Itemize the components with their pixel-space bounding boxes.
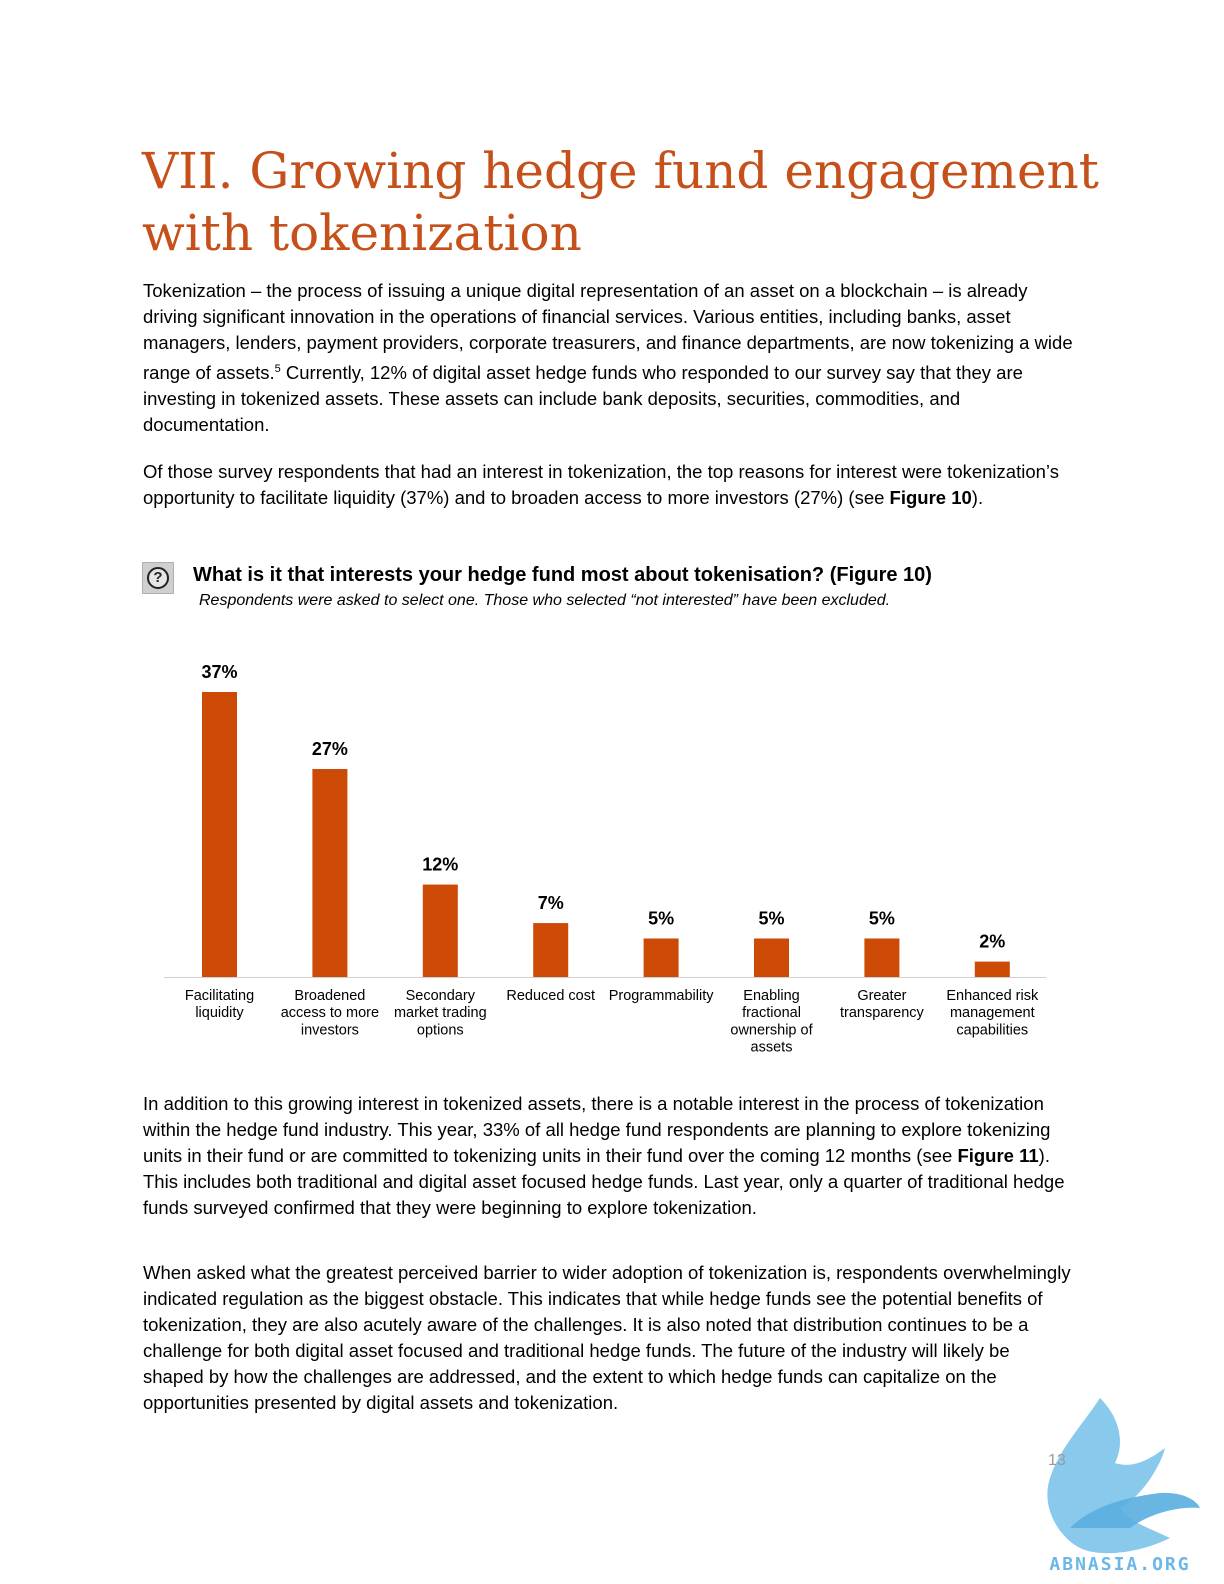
bar-1 (312, 769, 348, 977)
bar-4 (643, 938, 679, 977)
data-label-6: 5% (869, 908, 895, 928)
category-label-3: Reduced cost (506, 988, 595, 1004)
intro-paragraph-1: Tokenization – the process of issuing a … (143, 278, 1073, 438)
category-label-4: Programmability (609, 988, 714, 1004)
category-label-2: Secondary market trading options (394, 988, 487, 1038)
category-label-6: Greater transparency (840, 988, 925, 1021)
intro-paragraph-2: Of those survey respondents that had an … (143, 459, 1073, 511)
bar-5 (754, 938, 789, 977)
question-icon-glyph: ? (153, 569, 163, 586)
body-paragraph-3-text-a: In addition to this growing interest in … (143, 1093, 1051, 1166)
data-label-7: 2% (979, 932, 1005, 952)
data-label-3: 7% (538, 893, 564, 913)
data-label-1: 27% (312, 739, 348, 759)
data-label-5: 5% (758, 908, 784, 928)
page-title: VII. Growing hedge fund engagement with … (142, 142, 1099, 262)
data-label-4: 5% (648, 908, 674, 928)
category-label-0: Facilitating liquidity (185, 988, 254, 1021)
data-label-0: 37% (201, 662, 237, 682)
figure-header: ? What is it that interests your hedge f… (142, 560, 1102, 620)
body-paragraph-4: When asked what the greatest perceived b… (143, 1262, 1071, 1413)
bar-7 (974, 961, 1010, 977)
intro-paragraph-1-text-b: Currently, 12% of digital asset hedge fu… (143, 362, 1023, 436)
figure-title: What is it that interests your hedge fun… (193, 564, 932, 586)
bar-3 (533, 923, 569, 977)
category-label-5: Enabling fractional ownership of assets (730, 988, 813, 1056)
category-label-7: Enhanced risk management capabilities (946, 988, 1039, 1038)
bar-0 (202, 692, 237, 977)
category-label-1: Broadened access to more investors (281, 988, 379, 1038)
body-paragraph-3: In addition to this growing interest in … (143, 1091, 1073, 1221)
page-number: 13 (1048, 1452, 1066, 1469)
figure-11-ref: Figure 11 (957, 1145, 1039, 1166)
question-icon: ? (142, 562, 174, 594)
figure-subtitle: Respondents were asked to select one. Th… (199, 592, 891, 609)
intro-paragraph-2-text-b: ). (971, 487, 984, 508)
intro-paragraph-2-text-a: Of those survey respondents that had an … (143, 461, 1059, 508)
body-paragraph-3-text-b: ). This includes both traditional and di… (143, 1145, 1065, 1218)
data-label-2: 12% (422, 855, 458, 875)
intro-paragraph-1-text-a: Tokenization – the process of issuing a … (143, 280, 1073, 384)
bar-2 (422, 884, 458, 977)
griffin-logo-icon: ABNASIA.ORG (1047, 1398, 1200, 1575)
figure-10-ref: Figure 10 (889, 487, 972, 508)
watermark-text: ABNASIA.ORG (1049, 1554, 1190, 1575)
bar-6 (864, 938, 900, 977)
footnote-ref[interactable]: 5 (274, 363, 281, 375)
